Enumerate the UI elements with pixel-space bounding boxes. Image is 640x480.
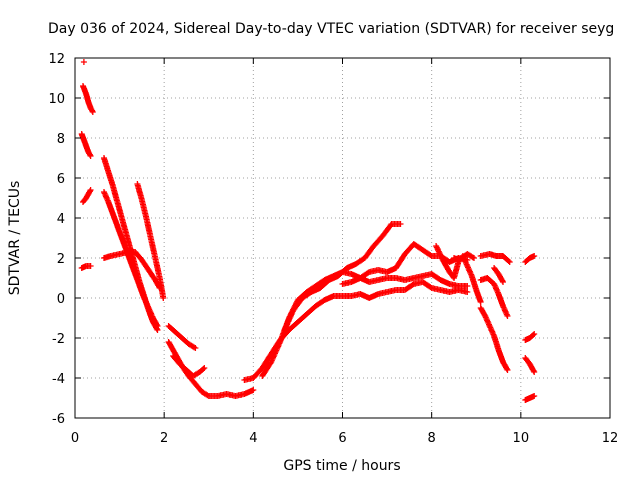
x-tick-label: 2 <box>160 431 168 446</box>
axis-ticks: 0 2 4 6 8 10 12 -6 -4 -2 0 2 4 6 8 10 12 <box>48 52 618 446</box>
series-arc-z <box>522 393 538 403</box>
plus-markers <box>80 59 87 65</box>
series-arc-u <box>477 305 511 373</box>
series-arc-q <box>433 243 484 305</box>
series-arc-n <box>259 269 471 379</box>
series-arc-v <box>491 265 506 285</box>
y-tick-label: 6 <box>57 172 65 187</box>
chart-title: Day 036 of 2024, Sidereal Day-to-day VTE… <box>48 21 614 37</box>
plus-markers <box>165 323 199 351</box>
series-arc-y <box>522 355 538 375</box>
plus-markers <box>522 253 538 265</box>
series-arc-h <box>101 189 161 329</box>
plus-markers <box>433 243 484 305</box>
y-tick-label: 10 <box>48 92 65 107</box>
series-arc-j <box>165 323 199 351</box>
plus-markers <box>281 221 404 333</box>
plus-markers <box>477 251 513 265</box>
series-arc-p <box>339 241 471 287</box>
plus-markers <box>170 353 208 379</box>
data-markers <box>78 59 538 403</box>
plus-markers <box>339 241 471 287</box>
series-arc-i <box>134 181 167 301</box>
plus-markers <box>477 275 511 319</box>
y-axis-label: SDTVAR / TECUs <box>7 181 23 296</box>
plus-markers <box>80 187 94 205</box>
y-tick-label: -2 <box>52 332 65 347</box>
x-tick-label: 8 <box>428 431 436 446</box>
x-tick-label: 6 <box>338 431 346 446</box>
x-tick-label: 12 <box>602 431 619 446</box>
series-arc-k <box>165 339 257 399</box>
grid <box>75 58 610 418</box>
y-tick-label: -6 <box>52 412 65 427</box>
y-tick-label: -4 <box>52 372 65 387</box>
plus-markers <box>477 305 511 373</box>
plus-markers <box>134 181 167 301</box>
series-arc-a <box>80 59 87 65</box>
y-tick-label: 12 <box>48 52 65 67</box>
series-arc-c <box>78 131 94 159</box>
plus-markers <box>451 251 477 263</box>
series-arc-t <box>477 275 511 319</box>
series-arc-r <box>451 251 477 263</box>
plus-markers <box>522 393 538 403</box>
x-tick-label: 0 <box>71 431 79 446</box>
x-axis-label: GPS time / hours <box>283 458 400 474</box>
plus-markers <box>78 131 94 159</box>
series-arc-w <box>522 253 538 265</box>
series-arc-d <box>80 187 94 205</box>
plus-markers <box>101 189 161 329</box>
series-arc-m <box>241 279 471 383</box>
plus-markers <box>491 265 506 285</box>
y-tick-label: 8 <box>57 132 65 147</box>
series-arc-s <box>477 251 513 265</box>
plus-markers <box>80 83 96 115</box>
plus-markers <box>165 339 257 399</box>
series-arc-l <box>170 353 208 379</box>
plus-markers <box>522 331 538 343</box>
series-arc-b <box>80 83 96 115</box>
series-arc-o <box>281 221 404 333</box>
y-tick-label: 4 <box>57 212 65 227</box>
plus-markers <box>522 355 538 375</box>
plus-markers <box>78 263 94 271</box>
x-tick-label: 10 <box>513 431 530 446</box>
y-tick-label: 0 <box>57 292 65 307</box>
plus-markers <box>241 279 471 383</box>
series-arc-x <box>522 331 538 343</box>
y-tick-label: 2 <box>57 252 65 267</box>
x-tick-label: 4 <box>249 431 257 446</box>
series-arc-e <box>78 263 94 271</box>
plus-markers <box>259 269 471 379</box>
